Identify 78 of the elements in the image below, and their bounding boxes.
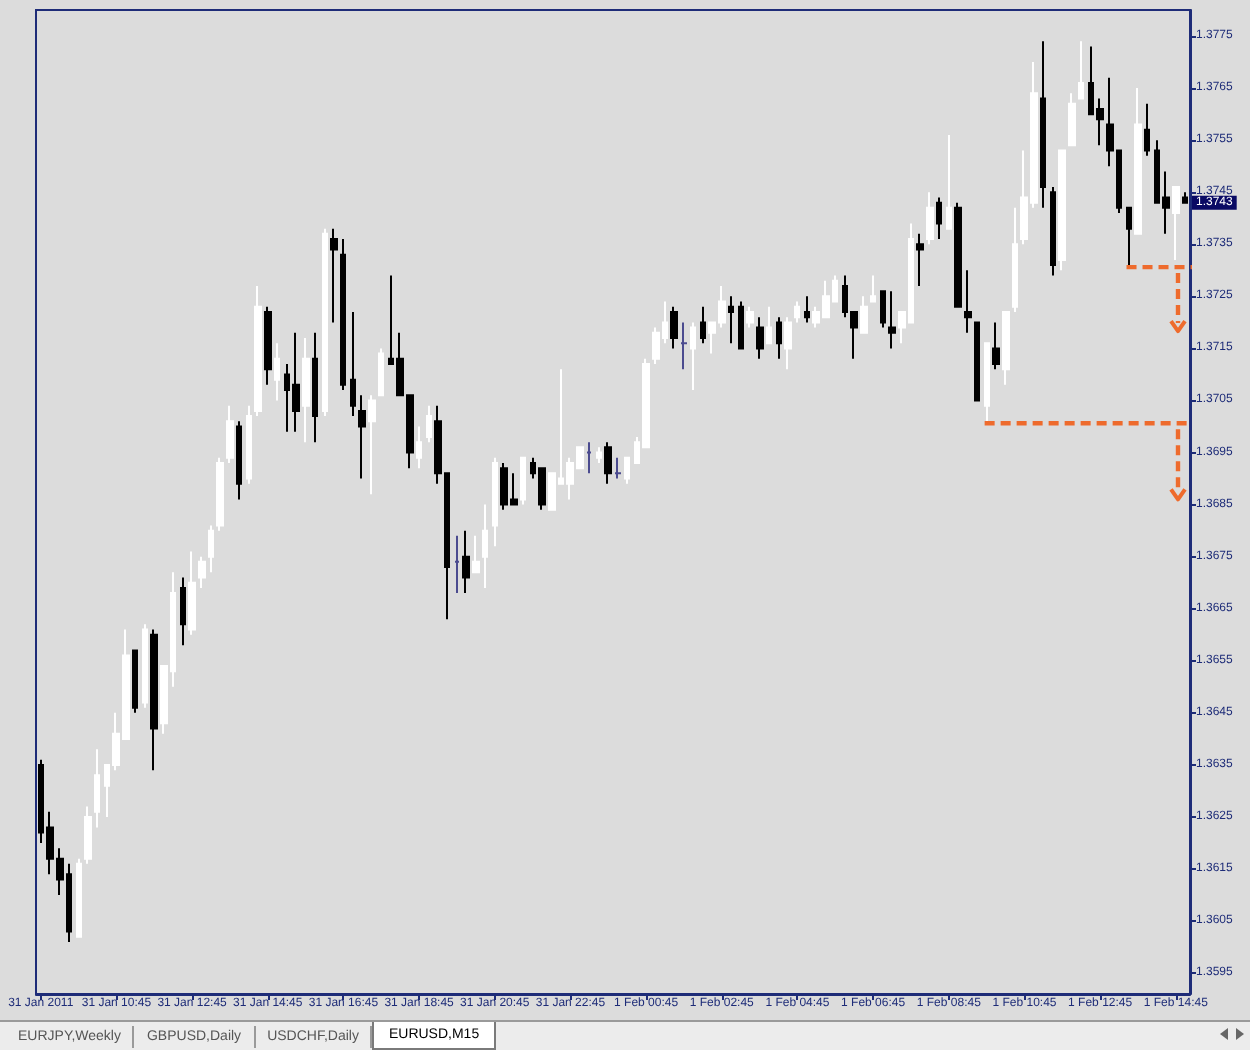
candlestick <box>84 805 92 865</box>
candlestick <box>870 274 876 303</box>
candlestick <box>776 316 782 360</box>
candlestick <box>216 456 224 532</box>
candlestick <box>142 623 148 709</box>
candlestick <box>1058 149 1066 272</box>
candlestick <box>132 649 138 714</box>
candlestick <box>670 305 678 350</box>
candlestick <box>520 456 526 506</box>
candlestick <box>964 269 972 334</box>
candlestick <box>358 394 366 480</box>
candlestick <box>1126 206 1132 267</box>
candlestick <box>302 337 310 444</box>
candlestick <box>756 316 764 360</box>
candlestick <box>604 441 612 485</box>
candlestick <box>936 196 942 241</box>
candlestick <box>1068 92 1076 147</box>
candlestick <box>226 404 234 464</box>
candlestick <box>992 321 1000 371</box>
candlestick <box>728 295 734 345</box>
candlestick <box>738 300 744 350</box>
candlestick <box>312 331 318 444</box>
candlestick <box>198 555 206 589</box>
candlestick <box>1182 191 1188 204</box>
candlestick <box>954 201 962 308</box>
candlestick <box>926 191 934 246</box>
candlestick <box>984 342 990 423</box>
candlestick <box>180 576 186 647</box>
candlestick <box>860 295 868 334</box>
candlestick <box>378 347 384 397</box>
candlestick <box>1078 40 1084 100</box>
candlestick <box>462 529 470 595</box>
candlestick <box>746 305 754 329</box>
candlestick <box>596 446 602 464</box>
candlestick <box>254 284 262 418</box>
candlestick <box>188 550 196 636</box>
candlestick <box>340 238 346 392</box>
candlestick <box>1050 186 1056 277</box>
candlestick <box>472 534 480 574</box>
candlestick <box>482 503 488 589</box>
candlestick <box>680 321 688 371</box>
candlestick <box>1012 206 1018 313</box>
candlestick <box>350 310 356 418</box>
candlestick <box>690 321 696 392</box>
candlestick <box>246 404 252 485</box>
candlestick <box>426 404 432 444</box>
candlestick <box>292 331 300 433</box>
candlestick <box>946 133 952 230</box>
candlestick <box>236 420 242 501</box>
candlestick <box>1134 87 1142 235</box>
candlestick <box>322 227 328 418</box>
candlestick <box>624 456 630 485</box>
candlestick <box>700 305 706 345</box>
candlestick <box>1144 102 1150 157</box>
candlestick <box>888 290 896 350</box>
candlestick <box>794 300 800 324</box>
candlestick <box>368 394 376 496</box>
candlestick <box>492 456 498 548</box>
candlestick <box>784 316 792 371</box>
candlestick <box>766 305 772 345</box>
candlestick <box>804 295 810 324</box>
candlestick <box>454 534 460 595</box>
candlestick <box>1002 310 1010 386</box>
candlestick <box>1040 40 1046 209</box>
candlestick <box>974 321 980 402</box>
candlestick <box>586 441 592 475</box>
candlestick <box>416 425 422 470</box>
candlestick <box>150 628 158 772</box>
candlestick <box>208 524 214 574</box>
candlestick <box>274 342 280 402</box>
candlestick <box>264 305 272 386</box>
candlestick <box>614 456 622 480</box>
candlestick <box>916 232 924 287</box>
candlestick <box>76 857 82 938</box>
candlestick <box>330 227 338 324</box>
candlestick <box>880 290 886 329</box>
candlestick <box>94 748 100 829</box>
candlestick <box>1172 186 1180 261</box>
